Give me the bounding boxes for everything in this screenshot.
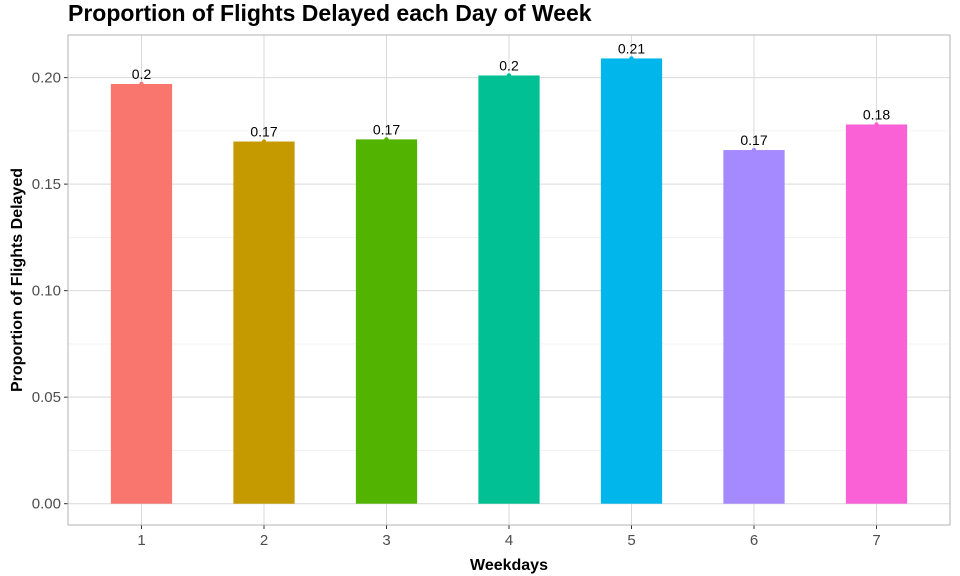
x-tick-label: 2: [260, 532, 268, 549]
y-tick-label: 0.10: [32, 283, 61, 300]
data-label-weekday-3: 0.17: [373, 121, 400, 137]
bar-weekday-1: [110, 84, 173, 504]
point-weekday-1: [139, 81, 144, 87]
x-tick-label: 3: [382, 532, 390, 549]
tick-labels: 0.00 0.05 0.10 0.15 0.20 1 2 3 4 5 6 7: [32, 70, 881, 549]
bar-weekday-2: [233, 141, 295, 504]
point-weekday-4: [506, 73, 512, 78]
y-tick-label: 0.20: [32, 70, 61, 87]
bar-weekday-6: [723, 150, 785, 504]
bars: [110, 56, 908, 504]
data-label-weekday-7: 0.18: [863, 106, 890, 122]
data-label-weekday-5: 0.21: [618, 40, 645, 56]
x-tick-label: 1: [137, 532, 145, 549]
point-weekday-2: [261, 139, 267, 144]
y-axis-title: Proportion of Flights Delayed: [9, 168, 26, 392]
data-labels: 0.2 0.17 0.17 0.2 0.21 0.17 0.18: [132, 40, 891, 148]
y-tick-label: 0.05: [32, 389, 61, 406]
point-weekday-5: [629, 56, 634, 61]
data-label-weekday-6: 0.17: [740, 132, 767, 148]
x-axis-title: Weekdays: [470, 557, 548, 574]
data-label-weekday-1: 0.2: [132, 66, 152, 82]
chart-title: Proportion of Flights Delayed each Day o…: [68, 0, 592, 26]
point-weekday-3: [384, 137, 389, 142]
point-weekday-6: [751, 147, 757, 153]
data-label-weekday-2: 0.17: [250, 124, 277, 140]
y-tick-label: 0.00: [32, 496, 61, 513]
bar-weekday-5: [600, 58, 663, 504]
point-weekday-7: [874, 122, 879, 127]
y-tick-label: 0.15: [32, 176, 61, 193]
data-label-weekday-4: 0.2: [499, 57, 519, 73]
x-tick-label: 5: [627, 532, 635, 549]
x-tick-label: 7: [872, 532, 880, 549]
bar-weekday-3: [355, 139, 418, 504]
bar-weekday-7: [845, 124, 908, 504]
x-tick-label: 6: [750, 532, 758, 549]
x-tick-label: 4: [505, 532, 513, 549]
bar-weekday-4: [478, 75, 540, 504]
plot-panel-border: [67, 34, 951, 526]
